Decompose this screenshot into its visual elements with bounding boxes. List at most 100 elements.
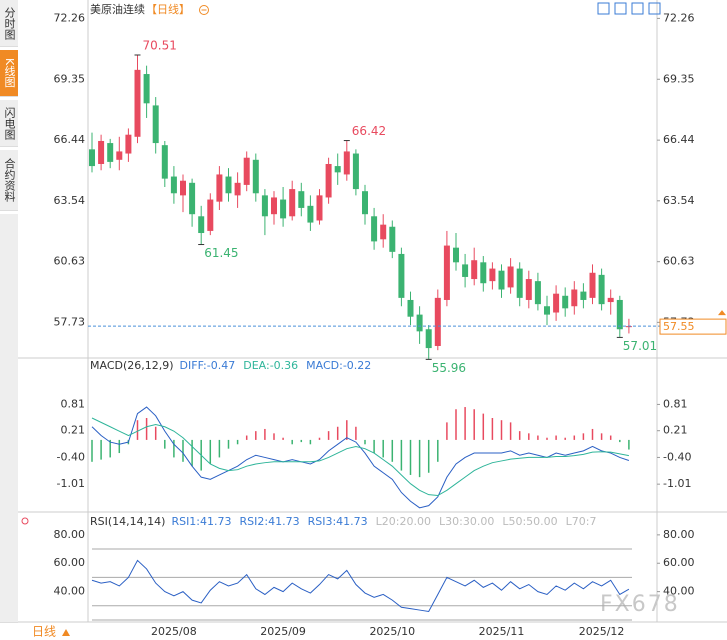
candle-body	[525, 279, 532, 300]
legend-entry: RSI3:41.73	[308, 515, 368, 528]
candle-body	[98, 140, 105, 164]
candle-body	[252, 159, 259, 194]
candle-body	[207, 199, 214, 231]
tool-icon[interactable]	[597, 2, 610, 15]
candle-body	[134, 69, 141, 137]
candle-body	[261, 195, 268, 217]
icon[interactable]	[199, 5, 209, 15]
candle-body	[498, 270, 505, 290]
candle-body	[180, 180, 186, 196]
sidebar-fill	[0, 214, 18, 623]
y-tick-label: 80.00	[663, 528, 695, 541]
tool-icon[interactable]	[631, 2, 644, 15]
candle-body	[434, 297, 441, 346]
legend-entry: RSI1:41.73	[171, 515, 231, 528]
candle-body	[316, 195, 323, 221]
y-tick-label: 0.81	[663, 397, 688, 410]
legend-entry: DEA:-0.36	[243, 359, 298, 372]
candle-body	[480, 262, 487, 284]
y-tick-label: 63.54	[54, 194, 86, 207]
candle-body	[462, 264, 469, 277]
candle-body	[225, 176, 232, 194]
candle-body	[243, 157, 250, 185]
x-tick-label: 2025/11	[479, 625, 525, 638]
y-tick-label: 66.44	[663, 133, 695, 146]
candle-body	[289, 189, 296, 217]
candle-body	[198, 216, 205, 234]
tab[interactable]: 分时图	[0, 0, 18, 47]
tool-icon[interactable]	[614, 2, 627, 15]
legend-entry: L20:20.00	[376, 515, 431, 528]
y-tick-label: -0.40	[663, 450, 691, 463]
y-tick-label: 72.26	[54, 11, 86, 24]
candle-body	[380, 224, 387, 240]
panel-title: RSI(14,14,14)	[90, 515, 165, 528]
x-tick-label: 2025/12	[579, 625, 625, 638]
y-tick-label: 80.00	[54, 528, 86, 541]
candle-body	[116, 151, 123, 160]
candle-body	[362, 191, 368, 215]
period[interactable]: 日线	[32, 625, 56, 639]
y-tick-label: 40.00	[663, 585, 695, 598]
last-price-box	[659, 318, 727, 335]
y-tick-label: 60.63	[54, 255, 86, 268]
x-tick-label: 2025/10	[369, 625, 415, 638]
y-tick-label: 66.44	[54, 133, 86, 146]
y-tick-label: 57.73	[54, 315, 86, 328]
line	[91, 559, 630, 613]
candle-body	[607, 297, 614, 303]
tab[interactable]: K线图	[0, 50, 18, 97]
candle-body	[507, 266, 514, 288]
candle-body	[516, 268, 523, 298]
candle-body	[170, 176, 177, 194]
candle-body	[343, 151, 350, 175]
tab[interactable]: 闪电图	[0, 100, 18, 147]
candle-body	[325, 163, 332, 198]
watermark: FX678	[600, 592, 680, 617]
line	[91, 417, 629, 497]
y-tick-label: 63.54	[663, 194, 695, 207]
y-tick-label: 60.00	[54, 556, 86, 569]
x-tick-label: 2025/09	[260, 625, 306, 638]
period-arrow[interactable]	[62, 629, 70, 636]
y-tick-label: 0.21	[61, 424, 86, 437]
low-label: 57.01	[623, 339, 657, 353]
settings-icon[interactable]	[21, 517, 29, 525]
y-tick-label: 0.21	[663, 424, 688, 437]
high-label: 70.51	[143, 38, 177, 52]
candle-body	[298, 191, 305, 208]
y-tick-label: 60.00	[663, 556, 695, 569]
candle-body	[416, 314, 423, 332]
low-label: 55.96	[432, 361, 466, 375]
legend-entry: L50:50.00	[502, 515, 557, 528]
candle-body	[453, 247, 459, 263]
subtitle[interactable]: 【日线】	[146, 2, 190, 16]
candle-body	[616, 299, 623, 330]
candle-body	[307, 205, 314, 223]
high-label: 66.42	[352, 124, 386, 138]
candle-body	[234, 182, 241, 196]
candle-body	[625, 326, 632, 328]
title: 美原油连续	[90, 2, 145, 16]
y-tick-label: -1.01	[57, 477, 85, 490]
candle-body	[407, 299, 414, 317]
legend-entry: RSI2:41.73	[240, 515, 300, 528]
y-tick-label: 69.35	[54, 72, 86, 85]
candle-body	[216, 174, 223, 202]
candle-body	[443, 245, 450, 300]
candle-body	[553, 293, 560, 313]
candle-body	[580, 291, 587, 300]
last-price-arrow	[718, 310, 726, 316]
y-tick-label: 0.81	[61, 397, 86, 410]
candle-body	[398, 253, 405, 298]
tab[interactable]: 合约资料	[0, 150, 18, 211]
candle-body	[334, 166, 341, 173]
candle-body	[371, 216, 378, 242]
candle-body	[125, 134, 132, 154]
tool-icon[interactable]	[648, 2, 661, 15]
legend-entry: L70:7	[566, 515, 597, 528]
candle-body	[589, 272, 596, 298]
candle-body	[189, 182, 196, 215]
